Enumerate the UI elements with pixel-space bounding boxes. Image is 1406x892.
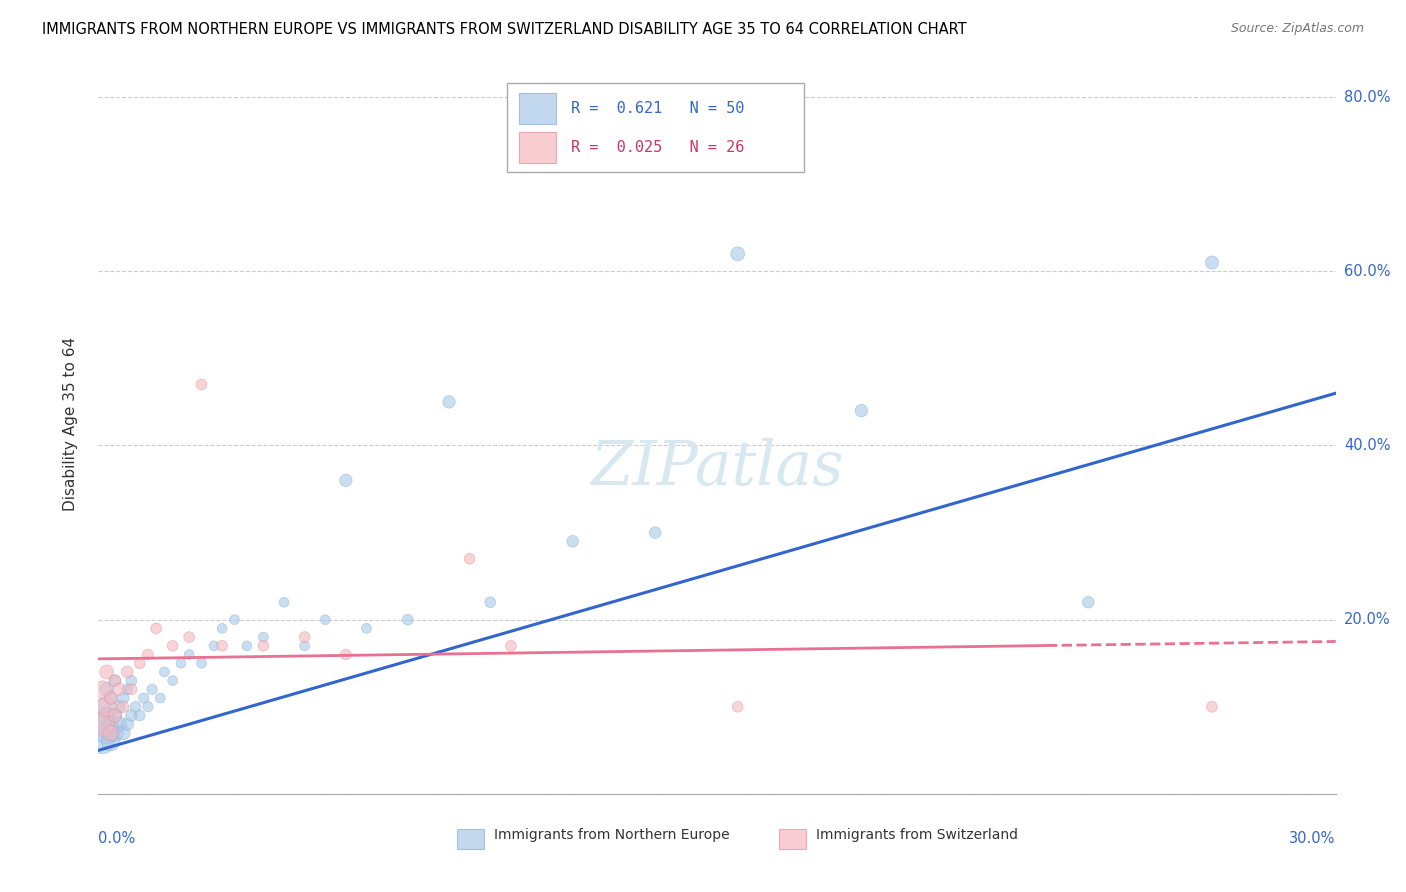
Text: 40.0%: 40.0% [1344, 438, 1391, 453]
Point [153, 665, 176, 679]
Point [100, 691, 122, 706]
Text: 30.0%: 30.0% [1289, 831, 1336, 846]
Point [100, 734, 122, 748]
FancyBboxPatch shape [506, 83, 804, 172]
Point [96, 708, 118, 723]
Point [112, 726, 135, 740]
Point [162, 639, 184, 653]
Point [108, 682, 131, 697]
Point [236, 639, 259, 653]
Point [396, 613, 419, 627]
Point [112, 699, 135, 714]
Point [211, 639, 233, 653]
Point [104, 708, 127, 723]
Point [91, 682, 114, 697]
Point [437, 395, 460, 409]
Text: 60.0%: 60.0% [1344, 264, 1391, 279]
Point [104, 673, 127, 688]
Point [170, 657, 193, 671]
Point [117, 665, 139, 679]
Point [314, 613, 336, 627]
Point [335, 473, 357, 487]
Point [124, 699, 146, 714]
Point [100, 717, 122, 731]
Point [202, 639, 225, 653]
Point [120, 708, 142, 723]
Point [479, 595, 502, 609]
Text: ZIPatlas: ZIPatlas [591, 438, 844, 498]
Point [273, 595, 295, 609]
Point [179, 630, 201, 644]
Text: Immigrants from Switzerland: Immigrants from Switzerland [815, 828, 1018, 841]
Point [108, 699, 131, 714]
Point [458, 551, 481, 566]
Point [104, 726, 127, 740]
Text: 0.0%: 0.0% [98, 831, 135, 846]
Point [96, 665, 118, 679]
Text: IMMIGRANTS FROM NORTHERN EUROPE VS IMMIGRANTS FROM SWITZERLAND DISABILITY AGE 35: IMMIGRANTS FROM NORTHERN EUROPE VS IMMIG… [42, 22, 967, 37]
Point [179, 648, 201, 662]
Point [91, 699, 114, 714]
Point [252, 639, 274, 653]
Point [211, 621, 233, 635]
Point [294, 639, 316, 653]
Point [96, 699, 118, 714]
Point [128, 657, 150, 671]
Point [1201, 699, 1223, 714]
Text: 20.0%: 20.0% [1344, 612, 1391, 627]
Point [190, 377, 212, 392]
Text: R =  0.025   N = 26: R = 0.025 N = 26 [571, 140, 744, 155]
Point [335, 648, 357, 662]
Point [91, 717, 114, 731]
Point [96, 726, 118, 740]
Point [100, 691, 122, 706]
Point [136, 699, 159, 714]
Bar [519, 93, 557, 124]
Point [104, 708, 127, 723]
Point [91, 717, 114, 731]
Bar [779, 829, 806, 849]
Text: R =  0.621   N = 50: R = 0.621 N = 50 [571, 101, 744, 116]
Point [132, 691, 155, 706]
Point [108, 717, 131, 731]
Point [112, 691, 135, 706]
Point [356, 621, 378, 635]
Point [104, 673, 127, 688]
Point [499, 639, 522, 653]
Point [561, 534, 583, 549]
Point [141, 682, 163, 697]
Point [644, 525, 666, 540]
Point [727, 699, 749, 714]
Point [117, 717, 139, 731]
Point [120, 673, 142, 688]
Point [120, 682, 142, 697]
Point [128, 708, 150, 723]
Y-axis label: Disability Age 35 to 64: Disability Age 35 to 64 [63, 336, 77, 511]
Point [851, 403, 873, 417]
Point [145, 621, 167, 635]
Text: Immigrants from Northern Europe: Immigrants from Northern Europe [495, 828, 730, 841]
Point [117, 682, 139, 697]
Text: 80.0%: 80.0% [1344, 89, 1391, 104]
Text: Source: ZipAtlas.com: Source: ZipAtlas.com [1230, 22, 1364, 36]
Point [190, 657, 212, 671]
Point [162, 673, 184, 688]
Point [91, 734, 114, 748]
Point [100, 726, 122, 740]
Point [1077, 595, 1099, 609]
Bar [457, 829, 485, 849]
Point [1201, 255, 1223, 269]
Point [224, 613, 246, 627]
Point [149, 691, 172, 706]
Point [727, 247, 749, 261]
Point [294, 630, 316, 644]
Point [96, 682, 118, 697]
Bar [519, 132, 557, 163]
Point [252, 630, 274, 644]
Point [136, 648, 159, 662]
